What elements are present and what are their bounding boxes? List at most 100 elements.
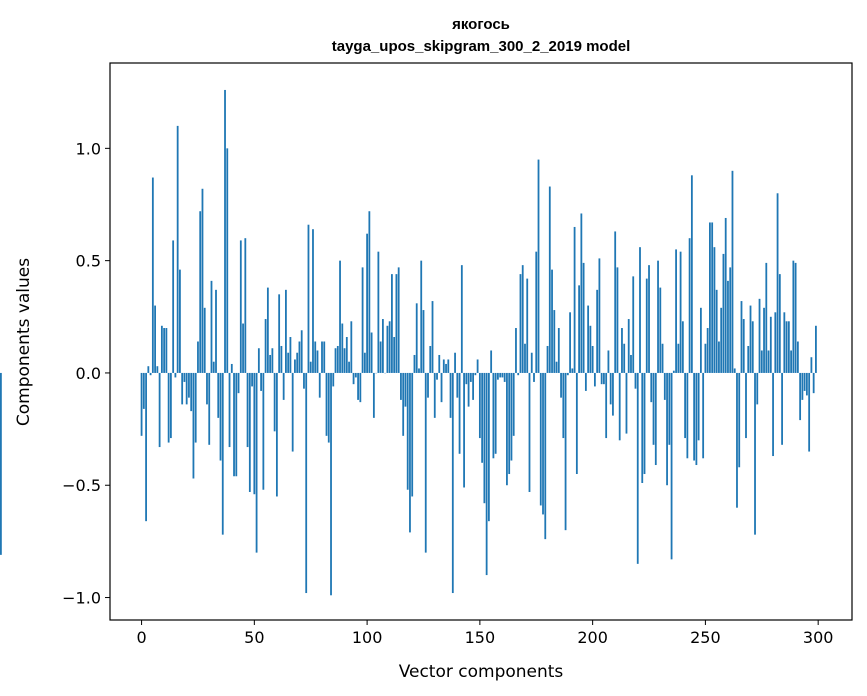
bar — [257, 348, 260, 373]
bar — [512, 372, 515, 436]
bar — [145, 372, 147, 522]
bar — [400, 372, 402, 400]
bar — [713, 247, 716, 373]
bar — [697, 372, 700, 441]
y-axis-label: Components values — [14, 258, 34, 426]
bar — [760, 350, 763, 373]
bar — [501, 372, 504, 378]
bar — [228, 372, 231, 448]
bar — [652, 372, 655, 445]
x-tick-label: 150 — [465, 628, 496, 647]
bar — [715, 289, 718, 373]
bar — [731, 170, 734, 373]
bar — [449, 372, 452, 418]
bar — [248, 372, 251, 492]
bar — [580, 213, 583, 373]
chart-subtitle: tayga_upos_skipgram_300_2_2019 model — [332, 38, 631, 55]
bar — [395, 274, 398, 373]
bar — [312, 229, 314, 373]
bar — [280, 345, 283, 373]
bar — [433, 372, 436, 418]
bar — [377, 251, 380, 373]
bar — [239, 240, 242, 373]
bar — [801, 372, 804, 400]
bar — [584, 372, 587, 391]
y-ticks: −1.0 −0.5 0.0 0.5 1.0 — [62, 139, 110, 608]
bar — [765, 262, 768, 373]
bar — [323, 341, 326, 373]
bar — [648, 265, 650, 373]
bar — [460, 265, 463, 373]
bar — [183, 372, 186, 382]
bar — [465, 372, 468, 385]
bar — [772, 372, 774, 457]
bar — [706, 328, 709, 373]
x-ticks: 0 50 100 150 200 250 300 — [136, 620, 833, 647]
bar — [515, 328, 517, 373]
bar — [670, 372, 673, 560]
bar — [285, 289, 287, 373]
bar — [718, 341, 720, 373]
bar — [582, 262, 585, 373]
bar — [578, 285, 580, 373]
bar — [711, 222, 714, 373]
bar — [740, 301, 743, 373]
bar — [729, 267, 732, 373]
bar — [415, 303, 418, 373]
bar — [354, 372, 357, 378]
bar — [422, 310, 425, 373]
bar — [494, 372, 497, 454]
bar — [747, 345, 750, 373]
bar — [506, 372, 508, 486]
bar — [372, 372, 375, 418]
bar — [684, 372, 686, 439]
bar — [675, 249, 677, 373]
bar — [190, 372, 193, 412]
bar — [632, 276, 635, 373]
bar — [733, 368, 736, 373]
x-axis-label: Vector components — [399, 662, 564, 682]
bar — [149, 372, 152, 376]
bar — [815, 325, 817, 373]
bar — [560, 372, 562, 398]
bar — [253, 372, 256, 495]
bar — [215, 289, 217, 373]
bar — [526, 278, 529, 373]
bar — [812, 372, 815, 394]
bar — [442, 359, 445, 373]
bar — [623, 343, 626, 373]
bar — [463, 372, 465, 488]
bar — [472, 372, 474, 400]
bar — [625, 372, 628, 434]
bar — [169, 372, 172, 439]
bar — [593, 372, 596, 387]
y-tick-label: −1.0 — [62, 589, 101, 608]
bar — [587, 305, 590, 373]
y-tick-label: 0.5 — [76, 252, 101, 271]
bar — [199, 211, 202, 373]
bar — [803, 372, 806, 391]
bar — [483, 372, 486, 504]
bar — [278, 294, 281, 373]
bar — [224, 89, 226, 373]
bar — [627, 319, 630, 373]
bar — [503, 372, 506, 382]
bar — [188, 372, 190, 398]
bar — [607, 350, 610, 373]
bar — [724, 217, 727, 373]
bar — [641, 372, 644, 483]
bar — [553, 310, 556, 373]
bar — [206, 372, 208, 405]
bar — [636, 372, 639, 564]
bar — [352, 372, 355, 385]
bar — [681, 321, 684, 373]
bar — [368, 211, 371, 373]
bar — [690, 175, 693, 373]
bar — [618, 372, 621, 441]
bar — [605, 372, 608, 439]
bar — [185, 372, 188, 405]
y-tick-label: 0.0 — [76, 364, 101, 383]
bar — [738, 372, 741, 468]
bar — [427, 372, 429, 398]
